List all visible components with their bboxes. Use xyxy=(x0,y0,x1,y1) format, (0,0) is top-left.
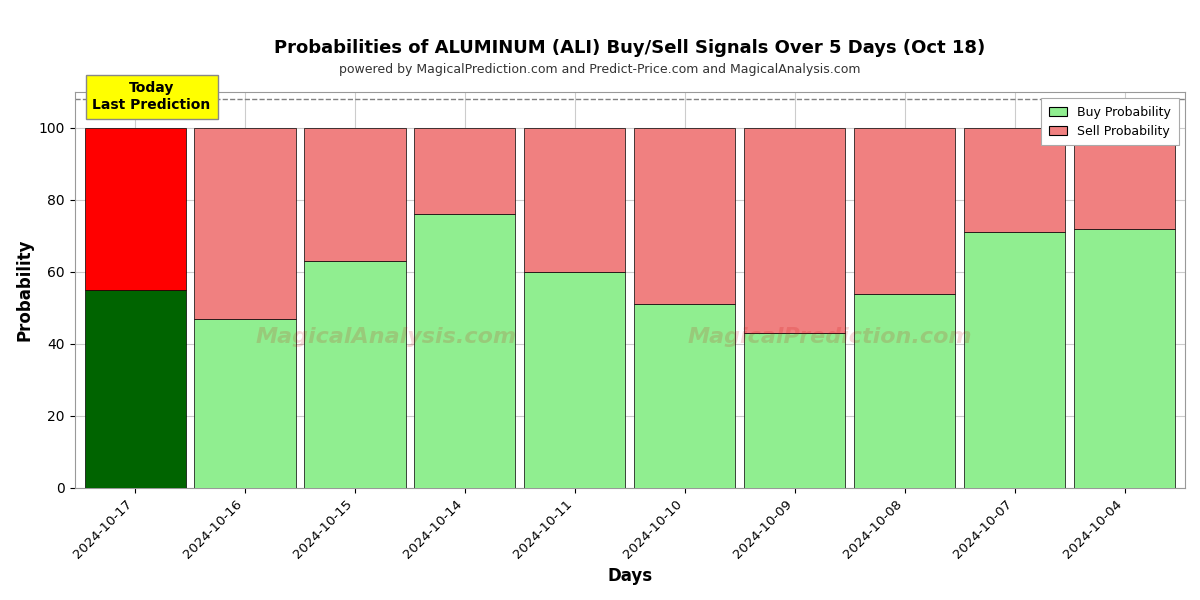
Bar xyxy=(635,128,736,304)
Bar xyxy=(1074,128,1175,229)
Bar xyxy=(854,293,955,488)
Bar xyxy=(524,272,625,488)
Bar xyxy=(854,128,955,293)
Bar xyxy=(964,128,1066,232)
Text: Today
Last Prediction: Today Last Prediction xyxy=(92,82,211,112)
Bar xyxy=(414,214,516,488)
Bar xyxy=(1074,229,1175,488)
Text: MagicalAnalysis.com: MagicalAnalysis.com xyxy=(256,328,516,347)
Title: Probabilities of ALUMINUM (ALI) Buy/Sell Signals Over 5 Days (Oct 18): Probabilities of ALUMINUM (ALI) Buy/Sell… xyxy=(275,39,985,57)
Bar xyxy=(84,290,186,488)
Bar xyxy=(744,128,845,333)
X-axis label: Days: Days xyxy=(607,567,653,585)
Bar xyxy=(194,128,295,319)
Bar xyxy=(305,261,406,488)
Bar xyxy=(305,128,406,261)
Bar xyxy=(744,333,845,488)
Legend: Buy Probability, Sell Probability: Buy Probability, Sell Probability xyxy=(1042,98,1178,145)
Y-axis label: Probability: Probability xyxy=(16,239,34,341)
Text: powered by MagicalPrediction.com and Predict-Price.com and MagicalAnalysis.com: powered by MagicalPrediction.com and Pre… xyxy=(340,63,860,76)
Bar xyxy=(84,128,186,290)
Bar xyxy=(964,232,1066,488)
Bar xyxy=(524,128,625,272)
Bar xyxy=(635,304,736,488)
Text: MagicalPrediction.com: MagicalPrediction.com xyxy=(688,328,972,347)
Bar xyxy=(194,319,295,488)
Bar xyxy=(414,128,516,214)
